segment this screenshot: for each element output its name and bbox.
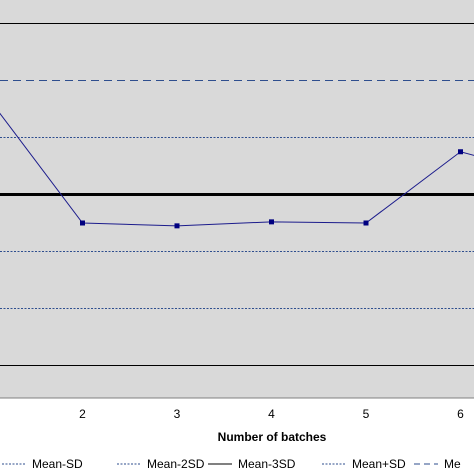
x-axis-ticks: 2 3 4 5 6 [79,407,464,421]
legend-label: Mean+SD [352,457,406,471]
data-series [0,112,474,229]
data-point [80,220,85,226]
data-point [174,223,180,229]
x-axis-label: Number of batches [218,430,327,444]
legend-label: Mean-2SD [147,457,205,471]
x-tick-label: 3 [174,407,181,421]
legend-label: Me [444,457,461,471]
x-tick-label: 5 [363,407,370,421]
reference-lines [0,23,474,366]
x-tick-label: 2 [79,407,86,421]
data-point [269,219,274,225]
x-tick-label: 4 [268,407,275,421]
legend-label: Mean-3SD [238,457,296,471]
data-point [363,220,369,226]
plot-area [0,0,474,399]
legend: Mean-SD Mean-2SD Mean-3SD Mean+SD Me [2,457,461,471]
data-point [458,149,463,155]
x-tick-label: 6 [457,407,464,421]
legend-label: Mean-SD [32,457,83,471]
